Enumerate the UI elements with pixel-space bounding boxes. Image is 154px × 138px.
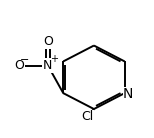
Text: Cl: Cl: [82, 110, 94, 123]
Text: +: +: [50, 54, 58, 64]
Text: O: O: [14, 59, 24, 72]
Text: −: −: [20, 55, 29, 65]
Text: O: O: [43, 35, 53, 48]
Text: N: N: [43, 59, 53, 72]
Text: N: N: [123, 87, 133, 101]
